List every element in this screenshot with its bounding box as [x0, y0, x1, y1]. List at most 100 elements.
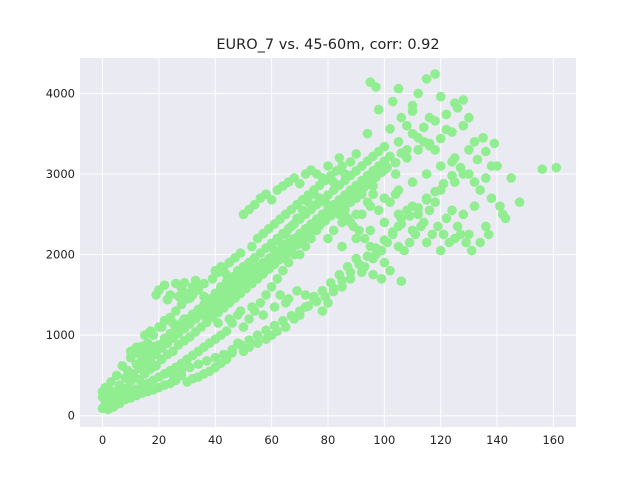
data-point — [317, 217, 328, 228]
data-point — [247, 241, 257, 252]
data-point — [261, 290, 271, 300]
data-point — [464, 145, 474, 155]
data-point — [481, 221, 491, 232]
data-point — [371, 243, 381, 253]
data-point — [159, 280, 170, 291]
data-point — [193, 285, 204, 295]
data-point — [261, 325, 271, 336]
data-point — [390, 157, 401, 168]
data-point — [430, 69, 440, 79]
data-point — [379, 235, 390, 245]
data-point — [168, 370, 178, 381]
data-point — [171, 306, 181, 316]
data-point — [266, 195, 277, 205]
x-tick-label: 100 — [373, 433, 395, 447]
data-point — [311, 296, 322, 307]
data-point — [289, 249, 300, 260]
data-point — [179, 278, 190, 288]
data-point — [461, 237, 471, 248]
data-point — [376, 274, 387, 284]
data-point — [286, 221, 297, 232]
data-point — [441, 124, 452, 135]
data-point — [413, 145, 424, 155]
x-tick-label: 60 — [264, 433, 279, 447]
data-point — [438, 229, 449, 240]
x-tick-label: 120 — [430, 433, 452, 447]
data-point — [258, 310, 269, 320]
data-point — [317, 306, 328, 316]
data-point — [255, 298, 266, 308]
data-point — [168, 346, 178, 357]
data-point — [435, 133, 446, 144]
data-point — [478, 133, 488, 143]
data-point — [269, 245, 280, 256]
data-point — [362, 251, 373, 261]
data-point — [419, 122, 429, 133]
data-point — [393, 83, 404, 94]
data-point — [103, 404, 113, 415]
data-point — [351, 149, 362, 159]
data-point — [280, 229, 291, 240]
data-point — [433, 221, 443, 232]
data-point — [357, 189, 367, 199]
data-point — [275, 237, 285, 248]
data-point — [413, 88, 424, 99]
data-point — [295, 306, 305, 316]
data-point — [452, 221, 463, 232]
data-point — [227, 274, 237, 284]
data-point — [297, 205, 308, 216]
data-point — [464, 112, 474, 123]
data-point — [388, 227, 398, 237]
data-point — [328, 283, 339, 294]
data-point — [176, 365, 187, 376]
data-point — [371, 82, 381, 92]
data-point — [111, 370, 122, 381]
data-point — [430, 197, 440, 207]
data-point — [252, 330, 263, 341]
data-point — [227, 344, 237, 355]
data-point — [368, 189, 378, 199]
data-point — [486, 161, 497, 171]
data-point — [342, 213, 353, 224]
data-point — [235, 340, 246, 350]
data-point — [295, 178, 305, 189]
data-point — [368, 269, 378, 280]
data-point — [393, 137, 404, 147]
data-point — [379, 257, 390, 268]
data-point — [185, 293, 195, 303]
data-point — [292, 286, 302, 296]
data-point — [320, 291, 331, 302]
data-point — [354, 259, 364, 270]
data-point — [218, 349, 229, 360]
data-point — [145, 326, 156, 336]
data-point — [458, 120, 469, 131]
data-point — [404, 237, 415, 248]
data-point — [323, 161, 333, 171]
data-point — [199, 278, 209, 289]
data-point — [385, 151, 395, 162]
data-point — [173, 291, 184, 302]
data-point — [481, 146, 491, 157]
data-point — [247, 302, 257, 312]
data-point — [447, 205, 457, 216]
data-point — [475, 237, 486, 248]
data-point — [278, 315, 288, 326]
data-point — [210, 352, 221, 363]
data-point — [190, 310, 201, 320]
data-point — [424, 205, 435, 216]
data-point — [421, 169, 432, 179]
data-point — [125, 376, 136, 386]
data-point — [292, 213, 302, 224]
data-point — [357, 209, 367, 220]
data-point — [427, 229, 438, 240]
data-point — [269, 302, 280, 312]
data-point — [368, 181, 378, 191]
x-tick-label: 0 — [99, 433, 106, 447]
data-point — [435, 245, 446, 256]
y-tick-label: 4000 — [46, 86, 75, 100]
data-point — [551, 162, 562, 173]
data-point — [466, 245, 477, 256]
data-point — [495, 201, 505, 211]
data-point — [100, 382, 111, 393]
